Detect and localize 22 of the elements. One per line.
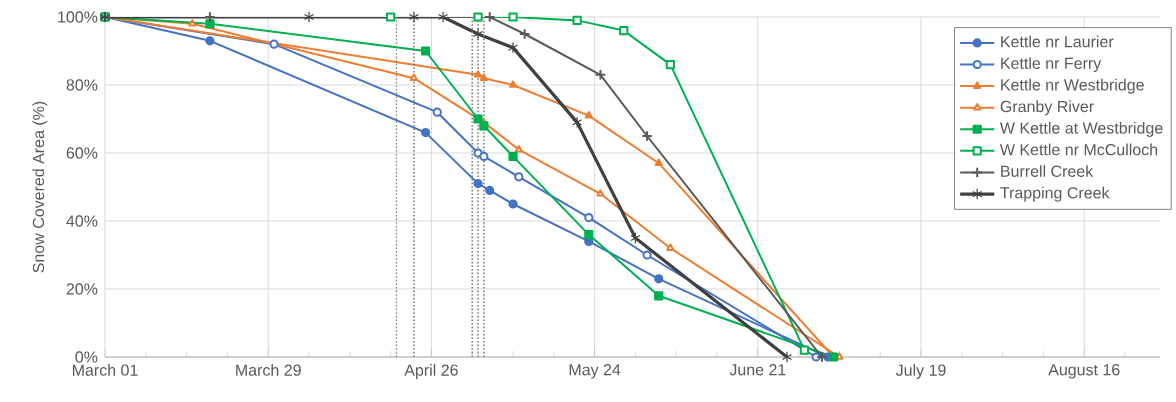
x-tick-label: August 16 [1048,364,1120,379]
legend-label: Granby River [1000,100,1094,116]
legend-label: W Kettle at Westbridge [999,121,1163,137]
legend-label: Kettle nr Laurier [1001,35,1114,48]
y-axis-title: Snow Covered Area (%) [32,101,48,273]
legend-label: Burrell Creek [1001,165,1094,177]
x-tick-label: April 26 [404,364,458,379]
x-tick-label: March 01 [72,364,138,376]
x-tick-label: June 21 [729,364,786,376]
y-tick-label: 20% [66,283,98,295]
legend-label: Kettle nr Ferry [1001,57,1102,73]
legend-label: W Kettle nr McCulloch [999,143,1158,156]
y-tick-label: 40% [66,215,98,227]
y-tick-label: 100% [58,11,98,23]
x-tick-label: May 24 [569,364,621,379]
legend-label: Kettle nr Westbridge [1001,78,1144,94]
y-tick-label: 0% [75,351,98,363]
x-tick-label: July 19 [895,364,946,379]
legend-label: Trapping Creek [1000,186,1110,202]
x-tick-label: March 29 [236,364,301,376]
y-tick-label: 80% [66,79,98,91]
y-tick-label: 60% [66,147,98,159]
